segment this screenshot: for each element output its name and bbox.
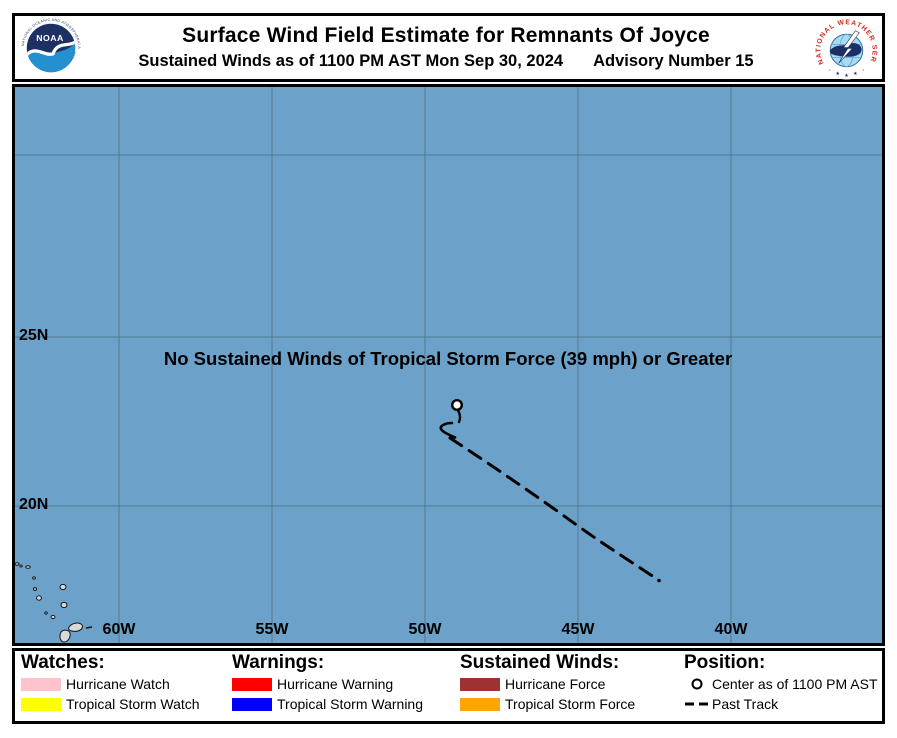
legend-item-tropical-storm-warning: Tropical Storm Warning bbox=[232, 696, 424, 712]
tropical-storm-force-swatch bbox=[460, 697, 500, 711]
nws-logo: NATIONAL WEATHER SERVICE ★★★ •• bbox=[815, 17, 878, 80]
lon-label-50w: 50W bbox=[408, 621, 442, 638]
hurricane-warning-label: Hurricane Warning bbox=[277, 676, 394, 692]
page-title: Surface Wind Field Estimate for Remnants… bbox=[182, 24, 710, 47]
lat-label-20n: 20N bbox=[19, 496, 49, 513]
legend-item-past-track: Past Track bbox=[684, 696, 779, 712]
legend: Watches: Hurricane Watch Tropical Storm … bbox=[12, 648, 885, 724]
position-heading: Position: bbox=[684, 652, 766, 673]
svg-text:★: ★ bbox=[844, 73, 849, 79]
svg-text:★: ★ bbox=[853, 71, 858, 77]
lon-label-60w: 60W bbox=[102, 621, 136, 638]
warnings-heading: Warnings: bbox=[232, 652, 325, 673]
past-track-line bbox=[448, 436, 659, 581]
hurricane-watch-swatch bbox=[21, 677, 61, 691]
legend-item-hurricane-watch: Hurricane Watch bbox=[21, 676, 170, 692]
legend-item-tropical-storm-force: Tropical Storm Force bbox=[460, 696, 636, 712]
header: NATIONAL OCEANIC AND ATMOSPHERIC ADMINIS… bbox=[12, 13, 885, 82]
no-winds-annotation: No Sustained Winds of Tropical Storm For… bbox=[163, 348, 733, 369]
past-track-hook bbox=[439, 421, 457, 439]
page-subtitle: Sustained Winds as of 1100 PM AST Mon Se… bbox=[138, 52, 753, 71]
center-tail bbox=[456, 408, 462, 424]
past-track-endpoint bbox=[657, 578, 661, 583]
hurricane-force-swatch bbox=[460, 677, 500, 691]
islands bbox=[15, 562, 93, 643]
svg-text:•: • bbox=[829, 67, 831, 72]
legend-item-center-position: Center as of 1100 PM AST bbox=[684, 676, 878, 692]
nws-landmass bbox=[830, 43, 862, 57]
svg-text:•: • bbox=[863, 67, 865, 72]
subtitle-time: Sustained Winds as of 1100 PM AST Mon Se… bbox=[138, 52, 564, 70]
lon-label-55w: 55W bbox=[255, 621, 289, 638]
hurricane-warning-swatch bbox=[232, 677, 272, 691]
hurricane-force-label: Hurricane Force bbox=[505, 676, 606, 692]
legend-item-hurricane-force: Hurricane Force bbox=[460, 676, 606, 692]
lon-label-45w: 45W bbox=[561, 621, 595, 638]
sustained-winds-heading: Sustained Winds: bbox=[460, 652, 620, 673]
legend-item-hurricane-warning: Hurricane Warning bbox=[232, 676, 394, 692]
past-track-label: Past Track bbox=[712, 696, 779, 712]
legend-sustained-winds: Sustained Winds: bbox=[460, 651, 619, 674]
tropical-storm-warning-label: Tropical Storm Warning bbox=[277, 696, 424, 712]
tropical-storm-watch-label: Tropical Storm Watch bbox=[66, 696, 200, 712]
legend-item-tropical-storm-watch: Tropical Storm Watch bbox=[21, 696, 200, 712]
legend-warnings: Warnings: bbox=[232, 651, 324, 674]
lat-label-25n: 25N bbox=[19, 327, 49, 344]
tropical-storm-watch-swatch bbox=[21, 697, 61, 711]
header-text: Surface Wind Field Estimate for Remnants… bbox=[105, 16, 787, 79]
past-track-icon bbox=[685, 702, 709, 706]
watches-heading: Watches: bbox=[21, 652, 105, 673]
storm-center-marker bbox=[451, 399, 464, 412]
noaa-label: NOAA bbox=[36, 33, 64, 43]
svg-text:★: ★ bbox=[835, 71, 840, 77]
advisory-number: Advisory Number 15 bbox=[593, 52, 754, 70]
lightning-bolt-icon bbox=[838, 30, 860, 64]
graticule bbox=[15, 87, 882, 643]
legend-position: Position: bbox=[684, 651, 765, 674]
map: 25N 20N 60W 55W 50W 45W 40W No Sustained… bbox=[12, 84, 885, 646]
nws-stars: ★ ★ ★ • • bbox=[829, 67, 864, 79]
legend-watches: Watches: bbox=[21, 651, 105, 674]
lon-label-40w: 40W bbox=[714, 621, 748, 638]
noaa-logo: NATIONAL OCEANIC AND ATMOSPHERIC ADMINIS… bbox=[20, 17, 82, 79]
tropical-storm-force-label: Tropical Storm Force bbox=[505, 696, 636, 712]
center-position-label: Center as of 1100 PM AST bbox=[712, 676, 878, 692]
center-marker-icon bbox=[691, 678, 703, 690]
hurricane-watch-label: Hurricane Watch bbox=[66, 676, 170, 692]
tropical-storm-warning-swatch bbox=[232, 697, 272, 711]
